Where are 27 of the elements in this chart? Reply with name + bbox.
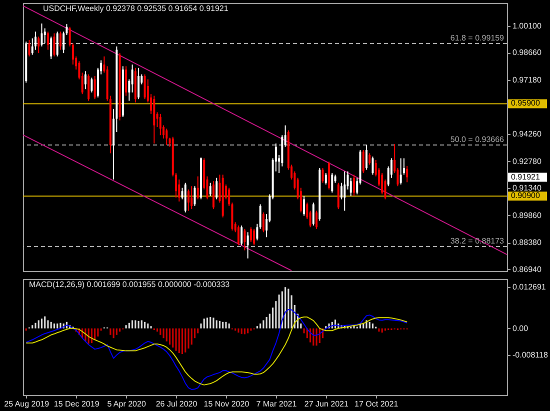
x-tick-label: 26 Jul 2020 (156, 400, 198, 408)
x-tick-label: 7 Mar 2021 (256, 400, 298, 408)
y-tick-label: 0.88380 (512, 238, 542, 248)
chart-title: MACD(12,26,9) 0.001699 0.001955 0.000000 -0.000333 (29, 280, 230, 289)
x-tick-label: 27 Jun 2021 (304, 400, 349, 408)
x-tick-label: 15 Dec 2019 (54, 400, 100, 408)
y-tick-label: 0.94260 (512, 130, 542, 139)
ref-line-label: 50.0 = 0.93666 (450, 135, 505, 144)
y-tick-label: 0.012691 (512, 282, 546, 292)
y-tick-label: 1.00100 (512, 22, 542, 31)
y-tick-label: 0.92780 (512, 156, 542, 166)
chart-title: USDCHF,Weekly 0.92378 0.92535 0.91654 0.91921 (43, 4, 229, 13)
y-tick-label: 0.98660 (512, 48, 542, 58)
y-tick-label: 0.91340 (512, 184, 542, 193)
x-tick-label: 25 Aug 2019 (4, 400, 50, 408)
ref-line-label: 0.95900 (511, 98, 540, 108)
y-tick-label: -0.008118 (512, 350, 548, 360)
ref-line-label: 61.8 = 0.99159 (450, 33, 505, 42)
y-tick-label: 0.86940 (512, 264, 542, 274)
y-tick-label: 0.89860 (512, 210, 542, 220)
text: 0.91921 (511, 172, 540, 182)
y-tick-label: 0.00 (512, 324, 529, 333)
x-tick-label: 17 Oct 2021 (354, 400, 399, 408)
y-tick-label: 0.97180 (512, 76, 542, 85)
ref-line-label: 0.90900 (511, 191, 540, 200)
x-tick-label: 15 Nov 2020 (204, 400, 250, 408)
x-tick-label: 5 Apr 2020 (107, 400, 146, 408)
